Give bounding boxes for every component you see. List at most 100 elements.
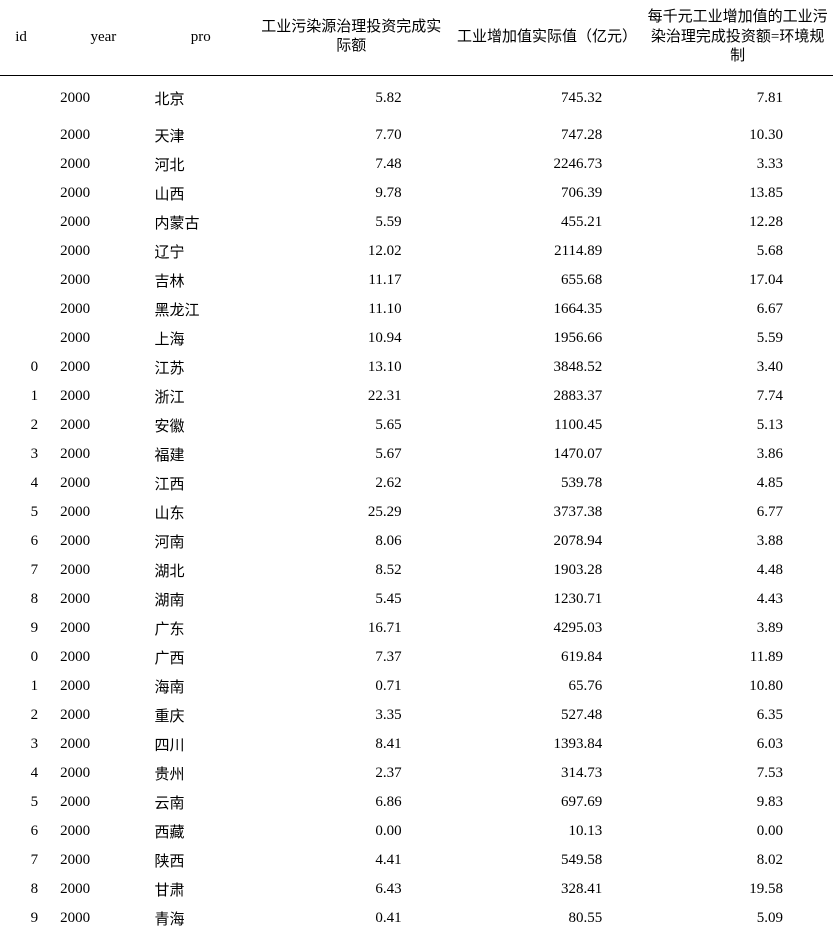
cell-investment: 3.35: [251, 701, 452, 730]
cell-year: 2000: [50, 585, 150, 614]
table-row: 82000甘肃6.43328.4119.58: [0, 875, 833, 904]
cell-added-value: 697.69: [452, 788, 643, 817]
table-row: 2000上海10.941956.665.59: [0, 324, 833, 353]
cell-investment: 0.71: [251, 672, 452, 701]
cell-regulation: 19.58: [642, 875, 833, 904]
cell-regulation: 4.43: [642, 585, 833, 614]
cell-id: [0, 179, 50, 208]
cell-pro: 青海: [151, 904, 251, 933]
table-row: 2000天津7.70747.2810.30: [0, 121, 833, 150]
cell-id: 4: [0, 469, 50, 498]
cell-added-value: 314.73: [452, 759, 643, 788]
cell-investment: 16.71: [251, 614, 452, 643]
cell-pro: 江西: [151, 469, 251, 498]
cell-investment: 22.31: [251, 382, 452, 411]
header-row: id year pro 工业污染源治理投资完成实际额 工业增加值实际值（亿元） …: [0, 0, 833, 75]
header-year: year: [50, 0, 150, 75]
cell-pro: 西藏: [151, 817, 251, 846]
cell-year: 2000: [50, 440, 150, 469]
cell-year: 2000: [50, 759, 150, 788]
cell-year: 2000: [50, 237, 150, 266]
cell-id: [0, 208, 50, 237]
cell-regulation: 12.28: [642, 208, 833, 237]
cell-regulation: 4.48: [642, 556, 833, 585]
cell-year: 2000: [50, 498, 150, 527]
table-row: 52000云南6.86697.699.83: [0, 788, 833, 817]
cell-investment: 6.86: [251, 788, 452, 817]
cell-id: 6: [0, 817, 50, 846]
table-row: 2000内蒙古5.59455.2112.28: [0, 208, 833, 237]
cell-added-value: 1230.71: [452, 585, 643, 614]
data-table: id year pro 工业污染源治理投资完成实际额 工业增加值实际值（亿元） …: [0, 0, 833, 933]
cell-pro: 山东: [151, 498, 251, 527]
table-row: 62000西藏0.0010.130.00: [0, 817, 833, 846]
cell-year: 2000: [50, 179, 150, 208]
cell-year: 2000: [50, 788, 150, 817]
cell-id: 3: [0, 730, 50, 759]
table-row: 92000广东16.714295.033.89: [0, 614, 833, 643]
cell-id: 0: [0, 643, 50, 672]
cell-added-value: 4295.03: [452, 614, 643, 643]
cell-pro: 黑龙江: [151, 295, 251, 324]
table-row: 2000吉林11.17655.6817.04: [0, 266, 833, 295]
header-id: id: [0, 0, 50, 75]
cell-id: 5: [0, 498, 50, 527]
table-row: 72000湖北8.521903.284.48: [0, 556, 833, 585]
cell-year: 2000: [50, 353, 150, 382]
cell-id: 5: [0, 788, 50, 817]
table-row: 2000北京5.82745.327.81: [0, 75, 833, 121]
header-added-value: 工业增加值实际值（亿元）: [452, 0, 643, 75]
cell-id: [0, 324, 50, 353]
cell-id: 9: [0, 904, 50, 933]
cell-year: 2000: [50, 556, 150, 585]
cell-pro: 北京: [151, 75, 251, 121]
cell-regulation: 7.53: [642, 759, 833, 788]
cell-regulation: 3.86: [642, 440, 833, 469]
cell-pro: 上海: [151, 324, 251, 353]
cell-pro: 广西: [151, 643, 251, 672]
cell-pro: 辽宁: [151, 237, 251, 266]
cell-regulation: 6.77: [642, 498, 833, 527]
cell-regulation: 17.04: [642, 266, 833, 295]
cell-added-value: 1956.66: [452, 324, 643, 353]
cell-regulation: 10.80: [642, 672, 833, 701]
cell-added-value: 3737.38: [452, 498, 643, 527]
cell-pro: 浙江: [151, 382, 251, 411]
cell-id: 2: [0, 701, 50, 730]
cell-added-value: 745.32: [452, 75, 643, 121]
cell-regulation: 5.13: [642, 411, 833, 440]
cell-pro: 湖北: [151, 556, 251, 585]
table-row: 2000山西9.78706.3913.85: [0, 179, 833, 208]
cell-year: 2000: [50, 382, 150, 411]
table-row: 92000青海0.4180.555.09: [0, 904, 833, 933]
cell-regulation: 3.40: [642, 353, 833, 382]
table-row: 02000广西7.37619.8411.89: [0, 643, 833, 672]
cell-investment: 9.78: [251, 179, 452, 208]
cell-added-value: 455.21: [452, 208, 643, 237]
cell-id: 4: [0, 759, 50, 788]
cell-year: 2000: [50, 150, 150, 179]
cell-pro: 天津: [151, 121, 251, 150]
cell-pro: 陕西: [151, 846, 251, 875]
cell-year: 2000: [50, 411, 150, 440]
cell-id: 9: [0, 614, 50, 643]
cell-id: 3: [0, 440, 50, 469]
cell-added-value: 2246.73: [452, 150, 643, 179]
cell-year: 2000: [50, 295, 150, 324]
cell-pro: 河北: [151, 150, 251, 179]
cell-regulation: 5.68: [642, 237, 833, 266]
cell-pro: 安徽: [151, 411, 251, 440]
cell-id: [0, 121, 50, 150]
cell-investment: 2.37: [251, 759, 452, 788]
cell-added-value: 3848.52: [452, 353, 643, 382]
header-pro: pro: [151, 0, 251, 75]
cell-regulation: 6.03: [642, 730, 833, 759]
cell-year: 2000: [50, 121, 150, 150]
header-investment: 工业污染源治理投资完成实际额: [251, 0, 452, 75]
cell-year: 2000: [50, 730, 150, 759]
table-row: 62000河南8.062078.943.88: [0, 527, 833, 556]
cell-regulation: 6.35: [642, 701, 833, 730]
cell-added-value: 2114.89: [452, 237, 643, 266]
cell-year: 2000: [50, 672, 150, 701]
cell-investment: 7.48: [251, 150, 452, 179]
